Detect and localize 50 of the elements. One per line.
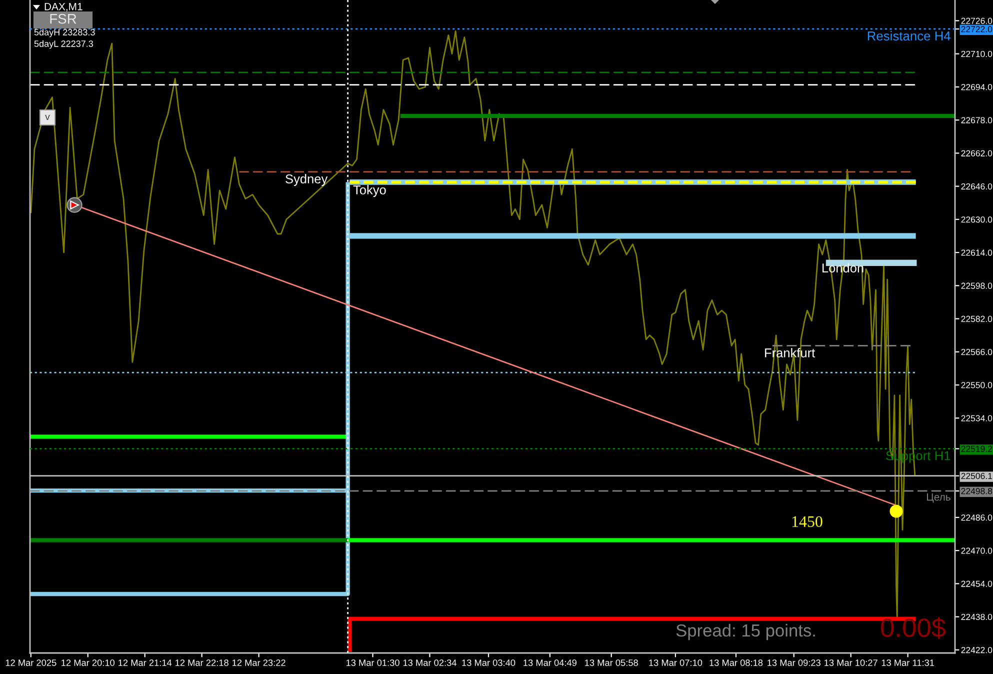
y-tick-label: 22438.0 <box>961 614 992 620</box>
y-tick-label: 22550.0 <box>961 382 992 388</box>
annotation: Tokyo <box>353 185 386 197</box>
y-tick-label: 22582.0 <box>961 316 992 322</box>
y-tick-label: 22534.0 <box>961 415 992 422</box>
x-tick-label: 12 Mar 23:22 <box>232 659 286 666</box>
annotation: 5dayL 22237.3 <box>34 40 94 49</box>
y-tick-label: 22678.0 <box>961 117 992 124</box>
y-tick-label: 22662.0 <box>961 150 992 156</box>
y-tick-label: 22722.0 <box>961 26 992 32</box>
x-tick-label: 13 Mar 04:49 <box>524 659 576 666</box>
y-tick-label: 22614.0 <box>961 250 992 256</box>
y-tick-label: 22470.0 <box>961 548 992 554</box>
x-tick-label: 13 Mar 02:34 <box>403 659 456 666</box>
y-tick-label: 22506.1 <box>961 472 992 480</box>
y-tick-label: 22726.0 <box>961 18 992 24</box>
y-tick-label: 22598.0 <box>961 282 992 289</box>
y-tick-label: 22422.0 <box>961 646 992 654</box>
x-tick-label: 12 Mar 2025 <box>6 659 56 666</box>
chart-title: DAX,M1 <box>44 3 82 12</box>
x-tick-label: 13 Mar 01:30 <box>346 659 400 666</box>
y-tick-label: 22646.0 <box>961 183 992 190</box>
annotation: Sydney <box>286 174 328 186</box>
y-tick-label: 22694.0 <box>961 84 992 90</box>
y-tick-label: 22486.0 <box>961 514 992 521</box>
x-tick-label: 13 Mar 09:23 <box>768 659 820 666</box>
x-tick-label: 13 Mar 10:27 <box>824 659 878 666</box>
x-tick-label: 13 Mar 11:31 <box>882 659 934 666</box>
annotation: v <box>45 114 50 120</box>
x-tick-label: 13 Mar 07:10 <box>649 659 702 666</box>
y-tick-label: 22566.0 <box>961 348 992 356</box>
annotation: 5dayH 23283.3 <box>34 28 95 38</box>
y-tick-label: 22710.0 <box>961 50 992 58</box>
annotation: 1450 <box>792 516 822 527</box>
annotation: 0.00$ <box>881 617 946 639</box>
y-tick-label: 22498.8 <box>961 488 992 494</box>
annotation: Spread: 15 points. <box>676 624 815 640</box>
x-tick-label: 12 Mar 20:10 <box>62 659 115 666</box>
x-tick-label: 13 Mar 08:18 <box>710 659 763 666</box>
y-tick-label: 22630.0 <box>961 216 992 223</box>
annotation: FSR <box>50 14 76 24</box>
x-tick-label: 13 Mar 05:58 <box>585 659 638 666</box>
x-tick-label: 12 Mar 21:14 <box>118 659 172 666</box>
ref-line-label: Цель <box>927 493 950 503</box>
y-tick-label: 22454.0 <box>961 580 992 587</box>
annotation: Frankfurt <box>765 348 816 358</box>
x-tick-label: 13 Mar 03:40 <box>462 659 516 666</box>
ref-line-label: Resistance H4 <box>868 31 950 41</box>
y-tick-label: 22519.2 <box>961 446 992 452</box>
x-tick-label: 12 Mar 22:18 <box>176 659 228 666</box>
